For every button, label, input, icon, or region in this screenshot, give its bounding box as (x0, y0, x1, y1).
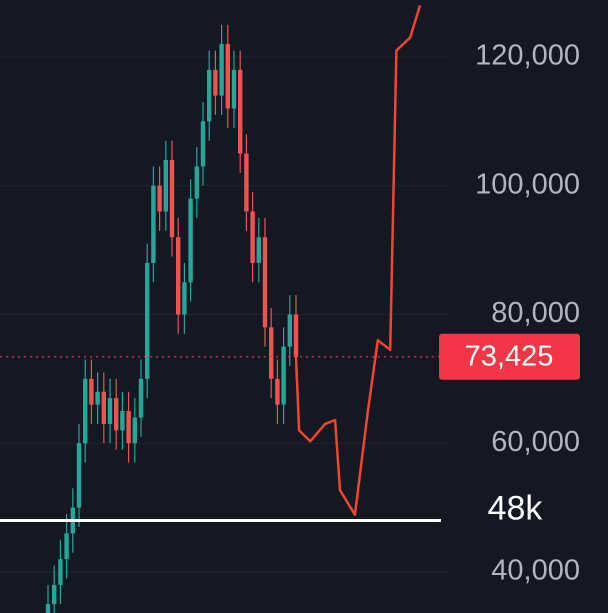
y-tick-label: 60,000 (491, 426, 580, 458)
candle-body (132, 417, 137, 444)
candle-body (188, 198, 193, 283)
candle-body (169, 159, 175, 238)
candle-body (107, 398, 113, 424)
candle-body (83, 378, 88, 444)
projection-line (294, 5, 422, 516)
candle-body (275, 378, 280, 405)
candle-body (207, 69, 212, 122)
candle-body (120, 411, 125, 431)
candle-body (293, 314, 299, 357)
candle-body (95, 391, 100, 405)
candle-body (281, 346, 286, 405)
candle-body (58, 559, 63, 585)
candle-body (231, 69, 237, 109)
support-label: 48k (488, 489, 544, 527)
candle-body (256, 237, 261, 263)
y-tick-label: 40,000 (491, 555, 580, 587)
candle-body (114, 398, 119, 431)
candle-body (176, 237, 181, 315)
y-tick-label: 80,000 (491, 297, 580, 329)
candle-body (250, 211, 255, 263)
candle-body (145, 262, 150, 379)
candle-body (76, 443, 82, 508)
y-tick-label: 100,000 (475, 168, 580, 200)
candle-body (262, 237, 268, 328)
candle-body (194, 166, 199, 199)
candle-body (269, 327, 274, 379)
current-price-box (439, 333, 580, 380)
candle-body (182, 282, 187, 315)
candle-body (138, 378, 144, 418)
candle-body (52, 584, 57, 605)
candle-body (45, 604, 51, 613)
candle-body (101, 391, 106, 424)
candle-body (157, 185, 162, 212)
candle-body (213, 69, 218, 96)
candle-body (200, 121, 206, 167)
candle-body (163, 159, 168, 212)
candle-body (244, 153, 249, 212)
candle-body (151, 185, 156, 263)
candle-body (287, 314, 292, 347)
candle-body (64, 533, 69, 560)
candle-body (225, 44, 230, 109)
candle-body (89, 378, 94, 405)
candle-body (219, 44, 224, 96)
candle-body (238, 69, 243, 154)
current-price-label: 73,425 (465, 340, 554, 372)
candle-body (126, 411, 131, 444)
y-tick-label: 120,000 (475, 40, 580, 72)
